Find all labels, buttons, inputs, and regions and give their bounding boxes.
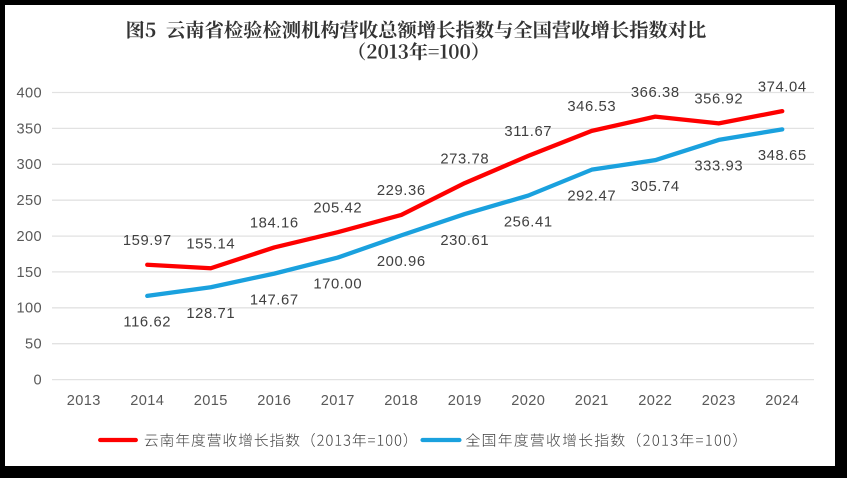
svg-text:155.14: 155.14 bbox=[186, 236, 235, 252]
svg-text:147.67: 147.67 bbox=[250, 292, 299, 308]
svg-text:2016: 2016 bbox=[257, 393, 291, 409]
svg-text:2023: 2023 bbox=[702, 393, 736, 409]
svg-text:348.65: 348.65 bbox=[758, 148, 807, 164]
svg-text:200.96: 200.96 bbox=[377, 254, 426, 270]
svg-text:2014: 2014 bbox=[130, 393, 164, 409]
svg-text:292.47: 292.47 bbox=[567, 189, 616, 205]
svg-text:305.74: 305.74 bbox=[631, 179, 680, 195]
svg-text:150: 150 bbox=[16, 265, 42, 281]
svg-text:350: 350 bbox=[16, 121, 42, 137]
svg-text:2017: 2017 bbox=[321, 393, 355, 409]
svg-text:346.53: 346.53 bbox=[567, 99, 616, 115]
svg-text:374.04: 374.04 bbox=[758, 79, 807, 95]
svg-text:2021: 2021 bbox=[575, 393, 609, 409]
svg-text:170.00: 170.00 bbox=[313, 276, 362, 292]
svg-text:116.62: 116.62 bbox=[123, 315, 171, 331]
svg-text:2019: 2019 bbox=[448, 393, 482, 409]
svg-text:2020: 2020 bbox=[511, 393, 545, 409]
svg-text:311.67: 311.67 bbox=[504, 124, 552, 140]
svg-text:366.38: 366.38 bbox=[631, 85, 680, 101]
svg-text:200: 200 bbox=[16, 229, 42, 245]
svg-text:256.41: 256.41 bbox=[504, 214, 553, 230]
svg-text:2013: 2013 bbox=[67, 393, 101, 409]
svg-text:2018: 2018 bbox=[384, 393, 418, 409]
svg-text:0: 0 bbox=[33, 373, 42, 389]
svg-text:100: 100 bbox=[16, 301, 42, 317]
svg-text:184.16: 184.16 bbox=[250, 216, 299, 232]
svg-text:356.92: 356.92 bbox=[694, 92, 743, 108]
svg-text:2015: 2015 bbox=[194, 393, 228, 409]
svg-text:250: 250 bbox=[16, 193, 42, 209]
svg-text:205.42: 205.42 bbox=[313, 200, 362, 216]
svg-text:273.78: 273.78 bbox=[440, 151, 489, 167]
svg-text:333.93: 333.93 bbox=[694, 159, 743, 175]
svg-text:300: 300 bbox=[16, 157, 42, 173]
svg-text:2022: 2022 bbox=[638, 393, 672, 409]
svg-text:159.97: 159.97 bbox=[123, 233, 172, 249]
svg-text:400: 400 bbox=[16, 85, 42, 101]
svg-text:230.61: 230.61 bbox=[440, 233, 489, 249]
svg-text:229.36: 229.36 bbox=[377, 183, 426, 199]
svg-text:128.71: 128.71 bbox=[186, 306, 235, 322]
svg-text:50: 50 bbox=[25, 337, 42, 353]
svg-text:2024: 2024 bbox=[765, 393, 799, 409]
